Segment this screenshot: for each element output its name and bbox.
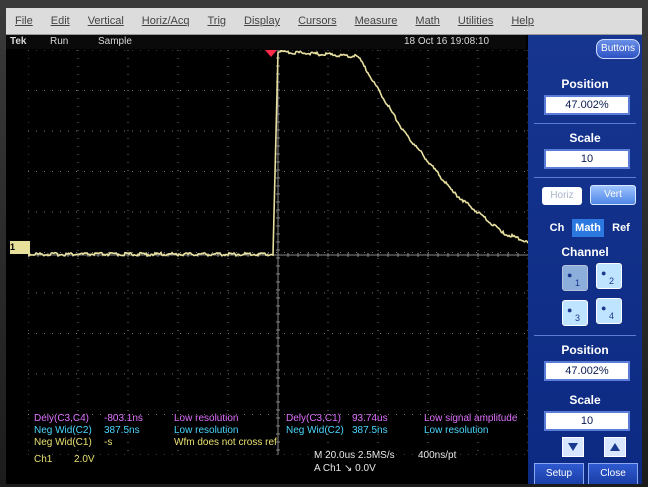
scope-screen: File Edit Vertical Horiz/Acq Trig Displa… — [6, 8, 642, 484]
position2-label: Position — [561, 343, 609, 357]
scale-down-button[interactable] — [562, 437, 584, 457]
channel-1-button[interactable]: ● 1 — [562, 265, 588, 291]
tab-math[interactable]: Math — [572, 219, 604, 237]
readout-right-2-value: 387.5ns — [352, 425, 388, 436]
position-value[interactable]: 47.002% — [544, 95, 630, 115]
waveform-trace — [28, 50, 528, 258]
readout-right-1-value: 93.74us — [352, 413, 388, 424]
readout-left-2-value: 387.5ns — [104, 425, 140, 436]
grid-lines — [28, 50, 528, 455]
channel-group-label: Channel — [561, 245, 609, 259]
readout-left-1-label: Dely(C3,C4) — [34, 413, 90, 424]
vert-button[interactable]: Vert — [590, 185, 636, 205]
tab-ref[interactable]: Ref — [612, 222, 630, 234]
arrow-up-icon — [610, 443, 620, 451]
graticule — [28, 50, 528, 455]
readout-left-1-value: -803.1ns — [104, 413, 143, 424]
readout-right-2-label: Neg Wid(C2) — [286, 425, 344, 436]
channel-3-label: 3 — [575, 313, 581, 323]
readout-left-2-label: Neg Wid(C2) — [34, 425, 92, 436]
record-readout: 400ns/pt — [418, 450, 457, 461]
menu-cursors[interactable]: Cursors — [298, 15, 337, 27]
channel-4-button[interactable]: ● 4 — [596, 298, 622, 324]
trigger-readout[interactable]: A Ch1 ↘ 0.0V — [314, 463, 376, 474]
channel-4-label: 4 — [609, 311, 615, 321]
menu-vertical[interactable]: Vertical — [87, 15, 124, 27]
channel-1-icon: ● — [567, 270, 573, 280]
volts-per-div[interactable]: 2.0V — [74, 454, 95, 465]
readout-right-1-label: Dely(C3,C1) — [286, 413, 342, 424]
arrow-down-icon — [568, 443, 578, 451]
channel-2-button[interactable]: ● 2 — [596, 263, 622, 289]
control-panel: Buttons Position 47.002% Scale 10 Horiz … — [528, 35, 642, 484]
menu-utilities[interactable]: Utilities — [457, 15, 494, 27]
scale2-label: Scale — [569, 393, 601, 407]
menu-display[interactable]: Display — [244, 15, 281, 27]
menu-measure[interactable]: Measure — [354, 15, 398, 27]
trigger-position-marker[interactable] — [265, 50, 277, 57]
readout-left-3-label: Neg Wid(C1) — [34, 437, 92, 448]
date-time: 18 Oct 16 19:08:10 — [404, 36, 490, 47]
channel-label[interactable]: Ch1 — [34, 454, 53, 465]
channel-2-label: 2 — [609, 276, 615, 286]
horiz-button[interactable]: Horiz — [542, 187, 582, 205]
menu-edit[interactable]: Edit — [50, 15, 70, 27]
scale2-value[interactable]: 10 — [544, 411, 630, 431]
tab-ch[interactable]: Ch — [549, 222, 565, 234]
menu-bar: File Edit Vertical Horiz/Acq Trig Displa… — [6, 8, 642, 35]
menu-math[interactable]: Math — [415, 15, 440, 27]
scale-label: Scale — [569, 131, 601, 145]
timebase-readout[interactable]: M 20.0us 2.5MS/s — [314, 450, 395, 461]
menu-horiz-acq[interactable]: Horiz/Acq — [141, 15, 190, 27]
close-button[interactable]: Close — [588, 463, 638, 484]
acq-mode: Sample — [98, 36, 132, 47]
ch1-ground-marker[interactable]: 1 — [10, 241, 30, 254]
readout-right-1-note: Low signal amplitude — [424, 413, 518, 424]
readout-left-3-note: Wfm does not cross ref — [174, 437, 277, 448]
setup-button[interactable]: Setup — [534, 463, 584, 484]
menu-help[interactable]: Help — [511, 15, 534, 27]
scale-value[interactable]: 10 — [544, 149, 630, 169]
position2-value[interactable]: 47.002% — [544, 361, 630, 381]
buttons-toggle-button[interactable]: Buttons — [596, 39, 640, 59]
channel-2-icon: ● — [601, 268, 607, 278]
run-state: Run — [50, 36, 69, 47]
brand-label: Tek — [10, 36, 27, 47]
readout-left-2-note: Low resolution — [174, 425, 239, 436]
status-bar: Tek Run Sample 18 Oct 16 19:08:10 — [6, 35, 526, 49]
readout-left-1-note: Low resolution — [174, 413, 239, 424]
menu-trig[interactable]: Trig — [207, 15, 227, 27]
menu-file[interactable]: File — [15, 15, 33, 27]
channel-1-label: 1 — [575, 278, 581, 288]
readout-right-2-note: Low resolution — [424, 425, 489, 436]
channel-4-icon: ● — [601, 303, 607, 313]
scale-up-button[interactable] — [604, 437, 626, 457]
readout-left-3-value: -s — [104, 437, 113, 448]
position-label: Position — [561, 77, 609, 91]
channel-3-button[interactable]: ● 3 — [562, 300, 588, 326]
channel-3-icon: ● — [567, 305, 573, 315]
